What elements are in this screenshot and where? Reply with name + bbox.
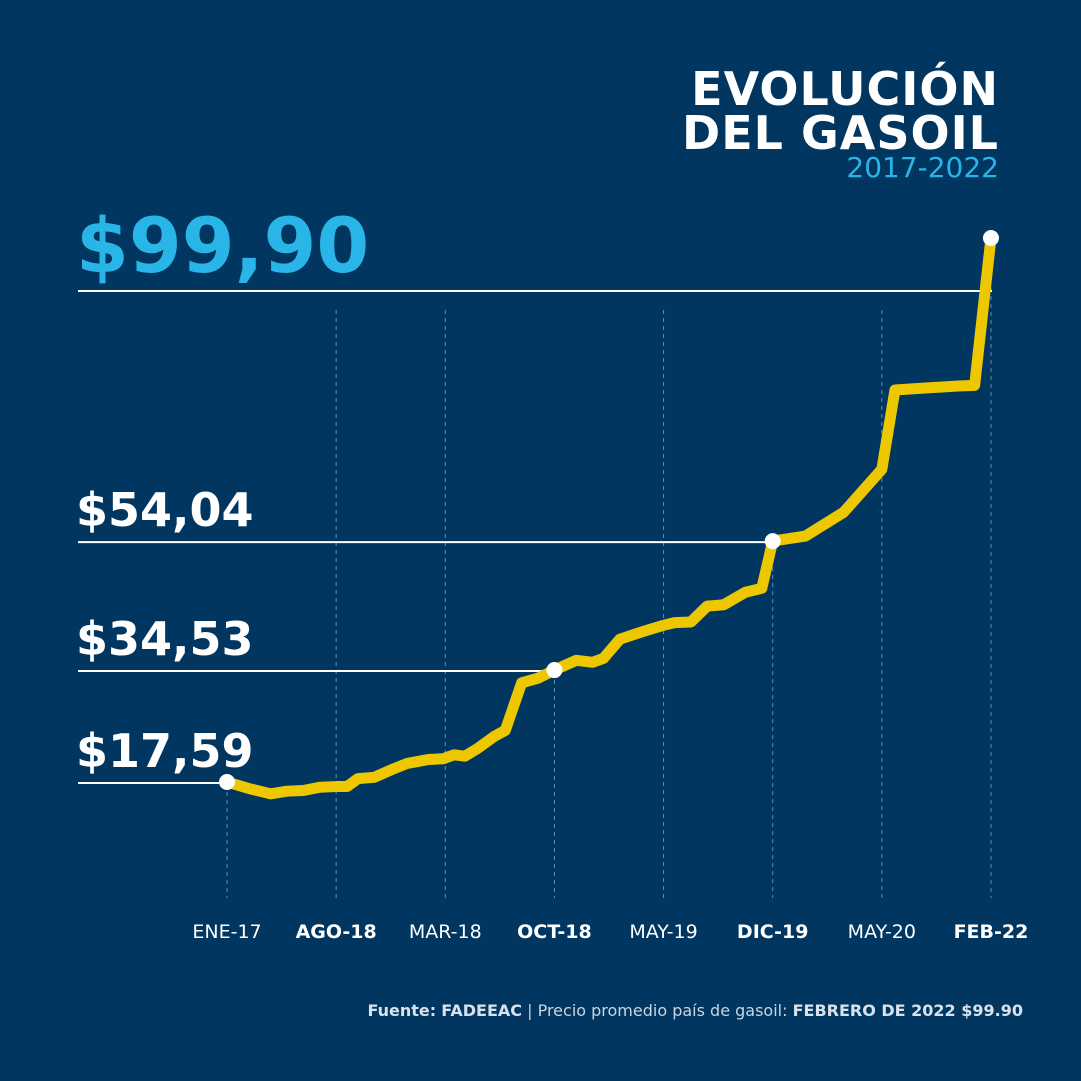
value-label: $34,53 <box>76 612 254 666</box>
price-series-line <box>221 232 997 800</box>
data-point-marker <box>982 230 999 246</box>
value-label: $17,59 <box>76 724 254 778</box>
x-tick-label: MAR-18 <box>409 921 482 943</box>
data-point-marker <box>764 533 781 550</box>
value-label: $99,90 <box>76 201 369 290</box>
footer-description: Precio promedio país de gasoil: <box>537 1001 793 1020</box>
x-tick-label: FEB-22 <box>954 921 1029 943</box>
chart-title-line2: DEL GASOIL <box>682 106 999 160</box>
source-label: Fuente: <box>367 1001 437 1020</box>
x-tick-label: OCT-18 <box>517 921 592 943</box>
x-tick-label: DIC-19 <box>737 921 809 943</box>
source-footer: Fuente: FADEEAC | Precio promedio país d… <box>368 1001 1024 1021</box>
x-tick-label: MAY-20 <box>848 921 916 943</box>
value-label: $54,04 <box>76 483 254 537</box>
chart-subtitle: 2017-2022 <box>846 151 999 184</box>
source-name: FADEEAC <box>441 1001 523 1020</box>
chart-title-line1: EVOLUCIÓN <box>691 62 999 116</box>
data-point-marker <box>546 662 563 679</box>
x-tick-label: MAY-19 <box>629 921 697 943</box>
footer-highlight: FEBRERO DE 2022 $99.90 <box>792 1001 1023 1020</box>
x-tick-label: AGO-18 <box>296 921 377 943</box>
data-point-marker <box>219 774 235 790</box>
footer-separator: | <box>522 1001 538 1020</box>
x-tick-label: ENE-17 <box>192 921 261 943</box>
